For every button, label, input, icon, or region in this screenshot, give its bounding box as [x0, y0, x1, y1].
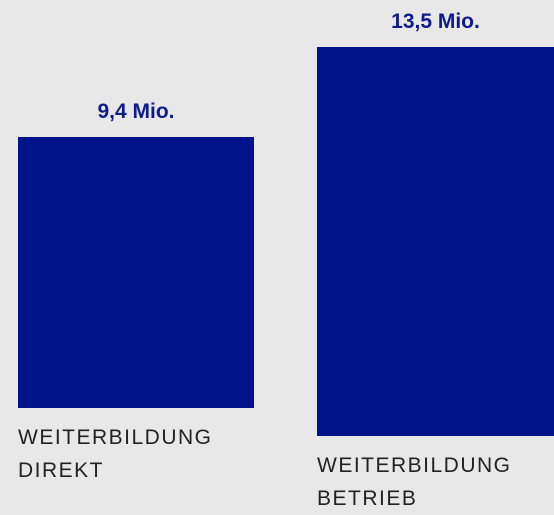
category-label: WEITERBILDUNG BETRIEB: [317, 454, 512, 510]
category-label: WEITERBILDUNG DIREKT: [18, 426, 213, 482]
value-label: 9,4 Mio.: [97, 100, 175, 124]
bar: [317, 47, 554, 436]
bar: [18, 137, 254, 408]
value-label: 13,5 Mio.: [391, 10, 480, 34]
